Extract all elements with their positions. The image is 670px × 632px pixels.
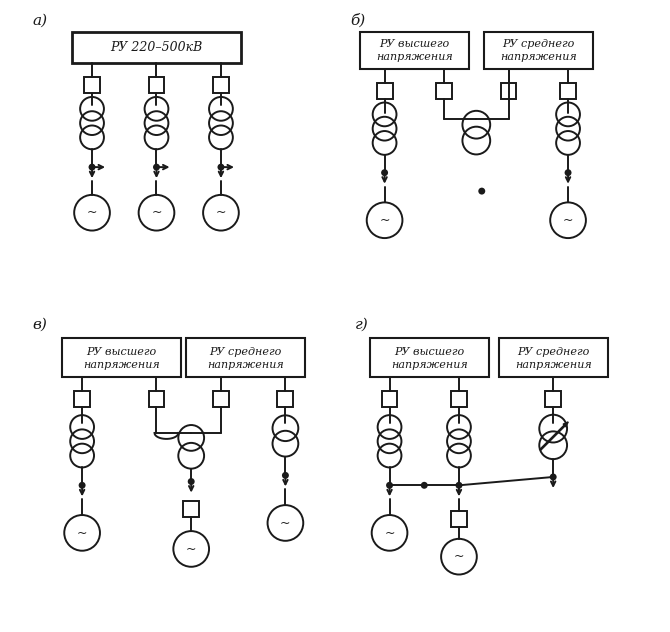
Text: РУ 220–500кВ: РУ 220–500кВ: [111, 41, 202, 54]
Bar: [149, 391, 164, 407]
Text: напряжения: напряжения: [208, 360, 284, 370]
Bar: [382, 391, 397, 407]
Text: напряжения: напряжения: [83, 360, 160, 370]
Text: ~: ~: [151, 206, 161, 219]
Text: РУ среднего: РУ среднего: [210, 347, 282, 356]
Bar: [560, 83, 576, 99]
Bar: [451, 391, 467, 407]
Bar: [72, 32, 241, 63]
Circle shape: [478, 188, 485, 195]
Text: а): а): [33, 14, 48, 28]
Bar: [149, 77, 164, 93]
Text: напряжения: напряжения: [376, 52, 453, 63]
Text: ~: ~: [77, 526, 87, 539]
Text: в): в): [33, 318, 48, 332]
Bar: [277, 391, 293, 407]
Circle shape: [188, 478, 195, 485]
Bar: [545, 391, 561, 407]
Text: ~: ~: [454, 550, 464, 563]
Bar: [186, 338, 306, 377]
Circle shape: [549, 473, 557, 480]
Text: напряжения: напряжения: [500, 52, 577, 63]
Text: РУ высшего: РУ высшего: [394, 347, 464, 356]
Circle shape: [88, 164, 96, 171]
Bar: [500, 83, 517, 99]
Bar: [62, 338, 182, 377]
Text: напряжения: напряжения: [391, 360, 468, 370]
Bar: [360, 32, 469, 69]
Bar: [213, 77, 229, 93]
Circle shape: [282, 472, 289, 479]
Text: ~: ~: [385, 526, 395, 539]
Bar: [184, 501, 199, 517]
Text: напряжения: напряжения: [515, 360, 592, 370]
Circle shape: [78, 482, 86, 489]
Bar: [74, 391, 90, 407]
Text: б): б): [350, 13, 365, 28]
Bar: [377, 83, 393, 99]
Text: ~: ~: [563, 214, 574, 227]
Text: ~: ~: [379, 214, 390, 227]
Bar: [84, 77, 100, 93]
Text: РУ высшего: РУ высшего: [86, 347, 157, 356]
Text: г): г): [355, 318, 369, 332]
Circle shape: [153, 164, 160, 171]
Text: ~: ~: [216, 206, 226, 219]
Circle shape: [456, 482, 462, 489]
Circle shape: [218, 164, 224, 171]
Text: РУ высшего: РУ высшего: [379, 39, 450, 49]
Circle shape: [565, 169, 572, 176]
Text: ~: ~: [280, 516, 291, 530]
Bar: [451, 511, 467, 527]
Bar: [498, 338, 608, 377]
Bar: [484, 32, 593, 69]
Circle shape: [421, 482, 427, 489]
Circle shape: [381, 169, 388, 176]
Bar: [436, 83, 452, 99]
Text: РУ среднего: РУ среднего: [502, 39, 574, 49]
Circle shape: [386, 482, 393, 489]
Bar: [370, 338, 488, 377]
Text: РУ среднего: РУ среднего: [517, 347, 590, 356]
Text: ~: ~: [87, 206, 97, 219]
Text: ~: ~: [186, 542, 196, 556]
Bar: [213, 391, 229, 407]
